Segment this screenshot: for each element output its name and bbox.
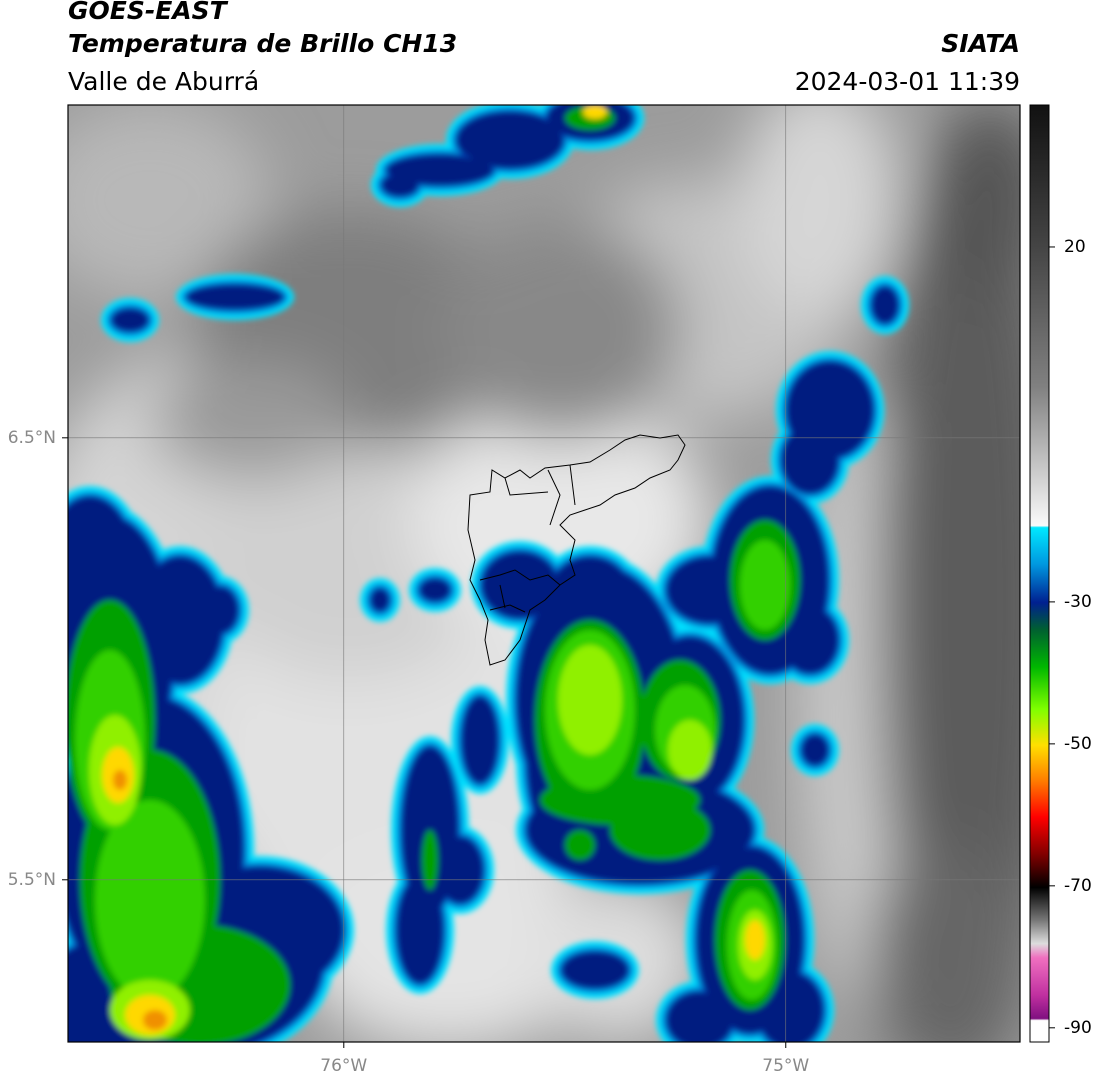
storm-shell	[203, 588, 237, 632]
colorbar-tick-label: -50	[1064, 734, 1092, 754]
storm-shell	[372, 590, 388, 610]
storm-shell	[458, 113, 562, 167]
y-axis: 6.5°N 5.5°N	[8, 428, 68, 890]
storm-shell	[463, 698, 497, 782]
x-axis: 76°W 75°W	[320, 1042, 809, 1076]
storm-shell	[873, 288, 897, 322]
storm-shell	[668, 993, 732, 1042]
storm-core	[558, 645, 622, 755]
cloud	[150, 360, 350, 480]
storm-core	[565, 830, 595, 860]
title: GOES-EAST	[68, 0, 229, 25]
colorbar-tick-label: -30	[1064, 592, 1092, 612]
y-tick-label: 5.5°N	[8, 870, 56, 890]
colorbar	[1029, 104, 1050, 1043]
storm-core	[422, 830, 438, 890]
storm-shell	[421, 580, 449, 600]
map-frame	[67, 104, 1021, 1043]
storm-shell	[68, 498, 132, 622]
timestamp: 2024-03-01 11:39	[795, 67, 1020, 96]
cloud	[740, 105, 900, 320]
storm-shell	[138, 558, 222, 682]
storm-core	[745, 920, 765, 960]
storm-core	[740, 540, 790, 630]
colorbar-tick-label: -70	[1064, 876, 1092, 896]
cloud	[870, 840, 1020, 1042]
subtitle: Temperatura de Brillo CH13	[68, 29, 457, 58]
storm-shell	[188, 286, 282, 308]
cloud	[440, 220, 680, 440]
storm-shell	[783, 428, 837, 492]
storm-shell	[803, 736, 827, 764]
storm-core	[610, 800, 710, 860]
colorbar-axis: 20 -30 -50 -70 -90	[1049, 237, 1092, 1038]
storm-shell	[483, 553, 557, 617]
storm-core	[583, 105, 607, 119]
region: Valle de Aburrá	[68, 67, 259, 96]
y-tick-label: 6.5°N	[8, 428, 56, 448]
colorbar-tick-label: 20	[1064, 237, 1086, 257]
colorbar-tick-label: -90	[1064, 1018, 1092, 1038]
storm-core	[113, 770, 127, 790]
storm-shell	[563, 953, 627, 987]
storm-cells	[68, 105, 909, 1042]
storm-shell	[398, 878, 442, 982]
storm-shell	[388, 156, 492, 184]
x-tick-label: 75°W	[762, 1056, 809, 1076]
map-area	[68, 105, 1020, 1042]
storm-shell	[383, 175, 417, 195]
source: SIATA	[941, 29, 1020, 58]
storm-shell	[438, 838, 482, 902]
storm-shell	[113, 310, 147, 330]
x-tick-label: 76°W	[320, 1056, 367, 1076]
cloud	[68, 105, 270, 300]
storm-core	[668, 720, 712, 780]
cloud	[930, 105, 1020, 300]
storm-shell	[783, 608, 837, 672]
storm-core	[143, 1010, 167, 1030]
aburra-boundaries	[467, 434, 686, 666]
storm-core	[95, 800, 205, 1000]
grid	[68, 105, 1020, 1042]
cloud	[880, 120, 1020, 1042]
